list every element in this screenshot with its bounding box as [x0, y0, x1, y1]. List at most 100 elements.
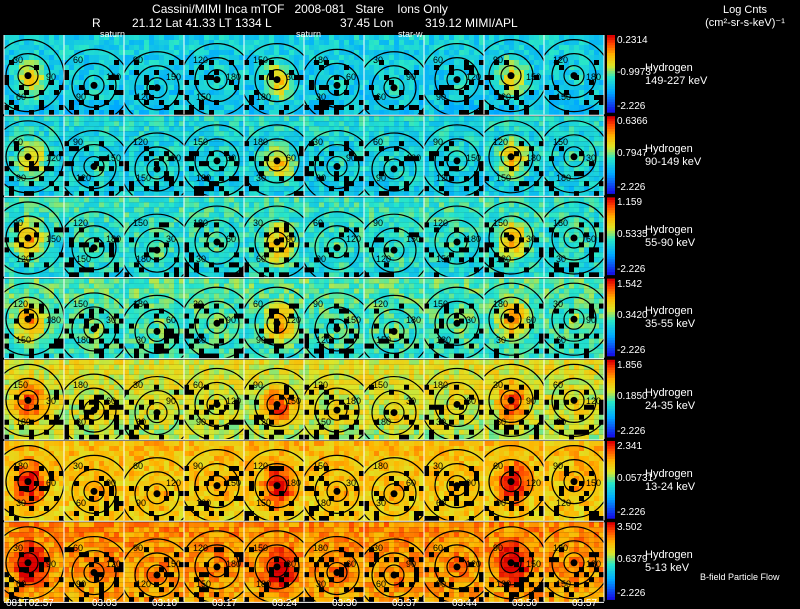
colorbar-swatch — [607, 500, 615, 504]
colorbar-swatch — [607, 429, 615, 433]
colorbar-swatch — [607, 362, 615, 366]
contour-label: 60 — [493, 461, 504, 472]
contour-label: 120 — [106, 71, 122, 82]
contour-label: 180 — [166, 152, 182, 163]
contour-label: 60 — [556, 335, 567, 346]
colorbar-swatch — [607, 515, 615, 519]
colorbar-swatch — [607, 495, 615, 499]
contour-label: 30 — [193, 298, 204, 309]
colorbar-swatch — [607, 183, 615, 187]
colorbar-swatch — [607, 431, 615, 435]
colorbar-swatch — [607, 451, 615, 455]
species-name: Hydrogen — [645, 386, 693, 399]
colorbar-swatch — [607, 586, 615, 590]
contour-label: 120 — [76, 173, 92, 184]
colorbar-swatch — [607, 121, 615, 125]
contour-label: 120 — [226, 396, 242, 407]
colorbar-swatch — [607, 337, 615, 341]
contour-label: 60 — [73, 55, 84, 66]
contour-label: 120 — [13, 298, 29, 309]
colorbar-swatch — [607, 205, 615, 209]
contour-label: 180 — [193, 217, 209, 228]
colorbar-swatch — [607, 448, 615, 452]
colorbar-swatch — [607, 529, 615, 533]
colorbar-swatch — [607, 382, 615, 387]
contour-label: 90 — [493, 55, 504, 66]
colorbar-swatch — [607, 134, 615, 138]
contour-label: 60 — [16, 579, 27, 590]
time-tick-label: 03:44 — [452, 598, 478, 609]
contour-label: 120 — [346, 233, 362, 244]
contour-label: 120 — [193, 542, 209, 553]
time-tick-label: 03:24 — [272, 598, 298, 609]
contour-label: 30 — [316, 91, 327, 102]
contour-label: 180 — [313, 55, 329, 66]
colorbar-swatch — [607, 482, 615, 486]
colorbar-swatch — [607, 459, 615, 463]
colorbar-min-label: -2.226 — [617, 588, 646, 600]
heatmap-row-4 — [3, 359, 615, 441]
colorbar-swatch — [607, 474, 615, 478]
colorbar-swatch — [607, 37, 615, 41]
contour-label: 30 — [496, 335, 507, 346]
contour-label: 180 — [46, 315, 62, 326]
colorbar-min-label: -2.226 — [617, 507, 646, 519]
colorbar-mid-label: 0.3420 — [617, 310, 648, 322]
contour-label: 30 — [553, 298, 564, 309]
energy-range: 13-24 keV — [645, 480, 696, 493]
colorbar-swatch — [607, 537, 615, 541]
colorbar-swatch — [607, 581, 615, 585]
contour-label: 120 — [436, 173, 452, 184]
colorbar-swatch — [607, 78, 615, 82]
colorbar-max-label: 2.341 — [617, 441, 643, 452]
contour-label: 120 — [496, 579, 512, 590]
contour-label: 90 — [133, 55, 144, 66]
colorbar-swatch — [607, 91, 615, 95]
contour-label: 90 — [406, 71, 417, 82]
time-tick-label: 03:50 — [512, 598, 538, 609]
contour-label: 60 — [13, 136, 24, 147]
colorbar-swatch — [607, 489, 615, 493]
colorbar-swatch — [607, 96, 615, 100]
contour-label: 180 — [313, 542, 329, 553]
contour-label: 120 — [106, 558, 122, 569]
species-name: Hydrogen — [645, 305, 693, 318]
contour-label: 150 — [313, 461, 329, 472]
contour-label: 30 — [133, 380, 144, 391]
colorbar-swatch — [607, 190, 615, 194]
contour-label: 60 — [346, 558, 357, 569]
contour-label: 30 — [376, 497, 387, 508]
colorbar-swatch — [607, 104, 615, 108]
colorbar-swatch — [607, 199, 615, 204]
colorbar-swatch — [607, 47, 615, 51]
colorbar-unit-label: Log Cnts — [722, 4, 768, 16]
contour-label: 150 — [133, 217, 149, 228]
contour-label: 150 — [106, 152, 122, 163]
colorbar-swatch — [607, 484, 615, 488]
contour-label: 30 — [106, 315, 117, 326]
contour-label: 90 — [286, 233, 297, 244]
colorbar-swatch — [607, 502, 615, 506]
contour-label: 60 — [346, 71, 357, 82]
species-label: Hydrogen 55-90 keV — [645, 224, 695, 250]
colorbar-swatch — [607, 241, 615, 245]
colorbar-swatch — [607, 583, 615, 588]
contour-label: 30 — [433, 461, 444, 472]
contour-label: 90 — [76, 579, 87, 590]
colorbar-max-label: 1.542 — [617, 278, 643, 290]
contour-label: 180 — [346, 396, 362, 407]
colorbar-swatch — [607, 359, 615, 363]
colorbar-swatch — [607, 212, 615, 216]
contour-label: 180 — [73, 380, 89, 391]
contour-label: 90 — [406, 558, 417, 569]
contour-label: 30 — [406, 396, 417, 407]
contour-label: 150 — [526, 558, 542, 569]
colorbar-swatch — [607, 223, 615, 227]
colorbar-swatch — [607, 560, 615, 564]
contour-label: 150 — [256, 497, 272, 508]
colorbar-swatch — [607, 411, 615, 415]
contour-label: 180 — [106, 233, 122, 244]
colorbar-swatch — [607, 558, 615, 562]
colorbar-unit-expression: (cm²-sr-s-keV)⁻¹ — [705, 17, 785, 29]
colorbar-swatch — [607, 555, 615, 559]
